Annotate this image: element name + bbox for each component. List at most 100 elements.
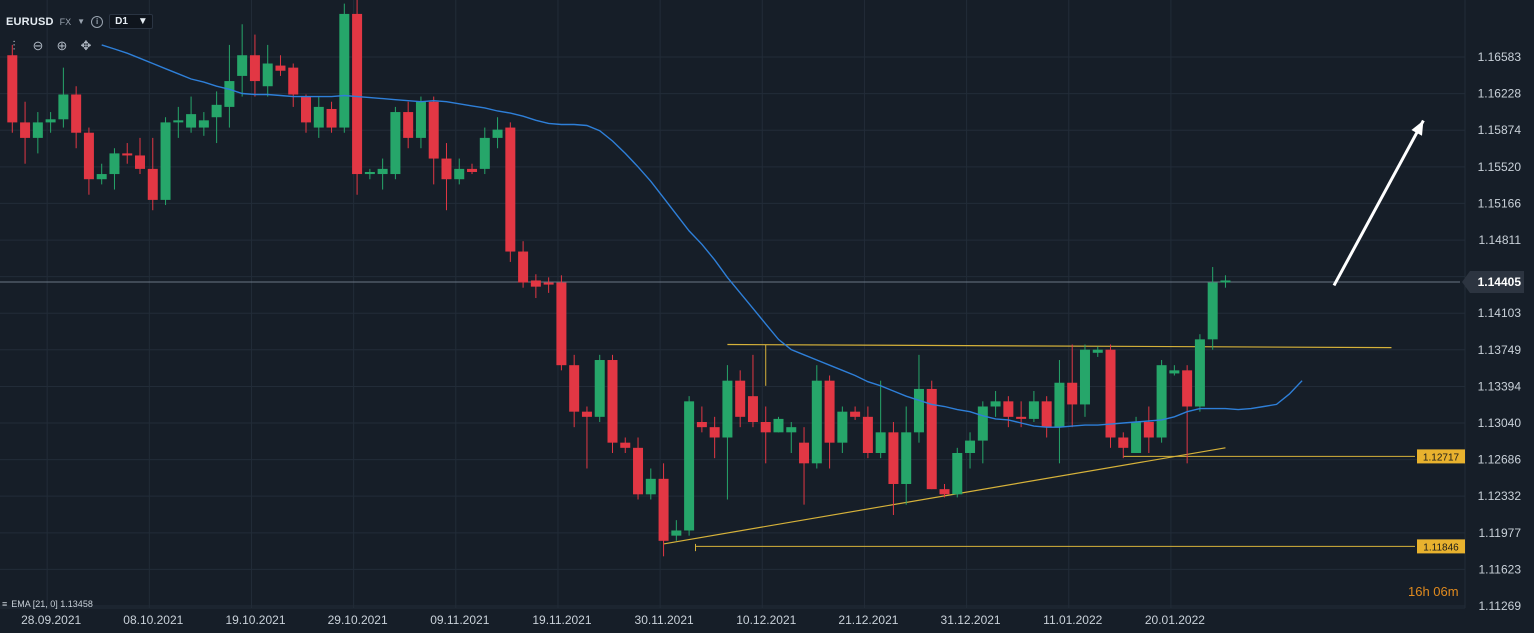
y-tick-label: 1.13394	[1478, 379, 1522, 393]
candle-up	[262, 63, 273, 87]
projection-arrowhead	[1411, 120, 1424, 136]
candle-down	[1105, 349, 1116, 438]
candle-up	[1028, 401, 1039, 419]
candle-down	[1118, 437, 1129, 448]
x-tick-label: 30.11.2021	[635, 613, 694, 627]
x-tick-label: 10.12.2021	[736, 613, 796, 627]
candle-up	[1169, 370, 1180, 374]
indicators-icon[interactable]: ⫶	[12, 38, 16, 53]
timeframe-select[interactable]: D1 ▼	[109, 14, 153, 29]
candle-up	[773, 418, 784, 433]
move-icon[interactable]: ✥	[80, 38, 92, 53]
candle-up	[671, 530, 682, 536]
candle-up	[1079, 349, 1090, 405]
x-tick-label: 08.10.2021	[123, 613, 183, 627]
candle-up	[186, 114, 197, 128]
candle-down	[1016, 416, 1027, 419]
candle-down	[441, 158, 452, 180]
x-tick-label: 21.12.2021	[838, 613, 898, 627]
y-tick-label: 1.15874	[1478, 123, 1522, 137]
candle-down	[1067, 382, 1078, 405]
y-tick-label: 1.13040	[1478, 416, 1522, 430]
candle-up	[364, 171, 375, 175]
candle-down	[569, 365, 580, 412]
candle-up	[224, 81, 235, 107]
candle-up	[722, 380, 733, 438]
candle-down	[147, 168, 158, 200]
candle-up	[811, 380, 822, 464]
candle-down	[1143, 422, 1154, 438]
indicator-legend[interactable]: ≡ EMA [21, 0] 1.13458	[2, 599, 93, 609]
current-price-label: 1.14405	[1478, 275, 1522, 289]
candle-up	[198, 120, 209, 128]
chevron-down-icon: ▼	[137, 16, 148, 27]
candle-down	[352, 13, 363, 175]
candle-down	[862, 416, 873, 453]
candle-down	[7, 55, 18, 123]
timeframe-value: D1	[115, 16, 128, 27]
candle-down	[530, 280, 541, 287]
candle-down	[620, 442, 631, 448]
candle-down	[709, 427, 720, 438]
candle-up	[645, 478, 656, 495]
candle-up	[211, 104, 222, 118]
y-tick-label: 1.14811	[1479, 233, 1522, 247]
candle-up	[32, 122, 43, 138]
candle-down	[20, 122, 31, 138]
candle-down	[799, 442, 810, 464]
resistance-trendline	[727, 343, 1392, 349]
candle-up	[1194, 339, 1205, 407]
candle-down	[467, 168, 478, 172]
candle-up	[875, 432, 886, 453]
ema-line	[101, 44, 1303, 428]
candle-down	[556, 282, 567, 366]
x-tick-label: 19.11.2021	[532, 613, 591, 627]
candle-up	[454, 168, 465, 180]
zoom-in-icon[interactable]: ⊕	[56, 38, 68, 53]
candle-up	[479, 137, 490, 169]
x-tick-label: 20.01.2022	[1145, 613, 1205, 627]
candle-up	[1054, 382, 1065, 428]
info-icon[interactable]: i	[91, 15, 104, 28]
y-tick-label: 1.15166	[1478, 196, 1522, 210]
candle-down	[888, 432, 899, 484]
symbol-dropdown-icon[interactable]: ▼	[77, 17, 86, 26]
candle-timer: 16h 06m	[1408, 584, 1459, 599]
candle-up	[901, 432, 912, 484]
candle-up	[58, 94, 69, 120]
zoom-out-icon[interactable]: ⊖	[32, 38, 44, 53]
candle-down	[505, 127, 516, 252]
candle-up	[415, 101, 426, 138]
symbol-label[interactable]: EURUSD	[6, 15, 54, 28]
x-tick-label: 19.10.2021	[225, 613, 285, 627]
indicator-menu-icon[interactable]: ≡	[2, 599, 8, 609]
x-tick-label: 11.01.2022	[1043, 613, 1102, 627]
candle-down	[275, 65, 286, 71]
candle-down	[71, 94, 82, 133]
candle-down	[926, 388, 937, 490]
candle-up	[1156, 365, 1167, 438]
candle-up	[1207, 282, 1218, 340]
candle-down	[135, 155, 145, 169]
candle-down	[288, 67, 299, 95]
candle-up	[786, 427, 797, 433]
candle-up	[837, 411, 848, 443]
candle-down	[543, 282, 554, 285]
level-tag-label: 1.11846	[1423, 542, 1459, 553]
candle-up	[952, 452, 963, 495]
indicator-text: EMA [21, 0] 1.13458	[11, 599, 93, 609]
candle-up	[173, 120, 184, 123]
candle-down	[824, 380, 835, 443]
candle-down	[1182, 370, 1193, 407]
candle-up	[913, 388, 924, 433]
candle-down	[122, 153, 133, 156]
source-label: FX	[59, 16, 72, 27]
candle-down	[607, 360, 618, 443]
current-price-tag	[1462, 271, 1524, 294]
level-tag	[1417, 449, 1465, 464]
y-tick-label: 1.16228	[1478, 87, 1522, 101]
x-tick-label: 09.11.2021	[430, 613, 489, 627]
candle-down	[518, 251, 529, 283]
y-tick-label: 1.12332	[1478, 489, 1522, 503]
